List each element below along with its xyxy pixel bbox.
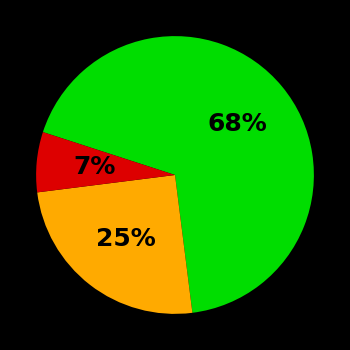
Text: 68%: 68%	[207, 112, 267, 136]
Text: 7%: 7%	[74, 155, 116, 180]
Wedge shape	[37, 175, 193, 314]
Wedge shape	[43, 36, 314, 313]
Wedge shape	[36, 132, 175, 192]
Text: 25%: 25%	[96, 227, 155, 251]
